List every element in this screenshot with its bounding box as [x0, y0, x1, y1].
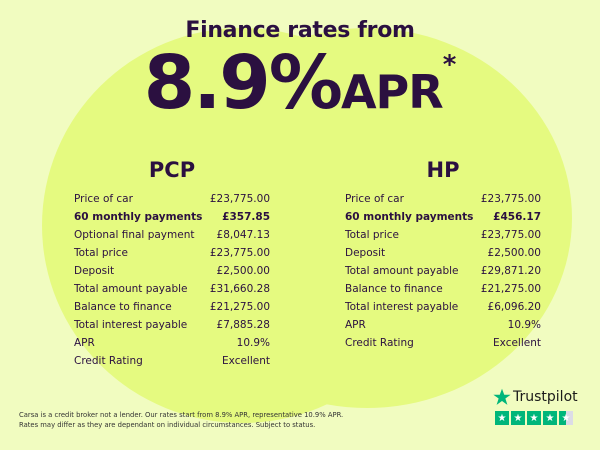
- row-value: £456.17: [493, 211, 541, 223]
- row-value: Excellent: [222, 355, 270, 367]
- row-label: Total price: [74, 247, 128, 259]
- row-label: Total amount payable: [345, 265, 459, 277]
- row-label: Credit Rating: [345, 337, 414, 349]
- rate-display: 8.9%APR*: [0, 46, 600, 120]
- table-row: Total interest payable £7,885.28: [74, 316, 270, 334]
- star-icon: ★: [527, 411, 541, 425]
- table-row: Deposit £2,500.00: [74, 262, 270, 280]
- row-value: £23,775.00: [480, 229, 541, 241]
- hp-title: HP: [426, 158, 460, 182]
- disclaimer-line: Rates may differ as they are dependant o…: [19, 421, 316, 429]
- trustpilot-badge[interactable]: Trustpilot ★ ★ ★ ★ ★: [493, 388, 578, 425]
- trustpilot-star-icon: [493, 388, 511, 405]
- star-icon: ★: [543, 411, 557, 425]
- row-label: APR: [74, 337, 95, 349]
- table-row: Total price £23,775.00: [74, 244, 270, 262]
- row-value: £23,775.00: [209, 247, 270, 259]
- row-value: 10.9%: [236, 337, 270, 349]
- row-value: £8,047.13: [216, 229, 270, 241]
- disclaimer: Carsa is a credit broker not a lender. O…: [19, 410, 343, 430]
- row-label: Optional final payment: [74, 229, 195, 241]
- row-label: Price of car: [74, 193, 133, 205]
- row-label: Balance to finance: [345, 283, 443, 295]
- row-value: £357.85: [222, 211, 270, 223]
- row-value: £7,885.28: [216, 319, 270, 331]
- rate-value: 8.9%: [143, 40, 343, 126]
- table-row: Credit Rating Excellent: [74, 352, 270, 370]
- row-value: £23,775.00: [480, 193, 541, 205]
- table-row: Total price £23,775.00: [345, 226, 541, 244]
- pcp-panel: PCP Price of car £23,775.00 60 monthly pay…: [74, 158, 270, 370]
- row-label: Credit Rating: [74, 355, 143, 367]
- star-icon: ★: [495, 411, 509, 425]
- row-label: APR: [345, 319, 366, 331]
- asterisk: *: [442, 50, 457, 80]
- hp-panel: HP Price of car £23,775.00 60 monthly paym…: [345, 158, 541, 352]
- table-row: APR 10.9%: [345, 316, 541, 334]
- table-row: Balance to finance £21,275.00: [74, 298, 270, 316]
- half-star-icon: ★: [559, 411, 573, 425]
- row-value: £23,775.00: [209, 193, 270, 205]
- table-row: Optional final payment £8,047.13: [74, 226, 270, 244]
- row-value: Excellent: [493, 337, 541, 349]
- row-label: Deposit: [74, 265, 115, 277]
- table-row: Price of car £23,775.00: [74, 190, 270, 208]
- row-value: £21,275.00: [209, 301, 270, 313]
- trustpilot-rating: ★ ★ ★ ★ ★: [495, 411, 578, 425]
- table-row: Total amount payable £31,660.28: [74, 280, 270, 298]
- table-row: 60 monthly payments £357.85: [74, 208, 270, 226]
- row-label: Balance to finance: [74, 301, 172, 313]
- table-row: Total interest payable £6,096.20: [345, 298, 541, 316]
- row-label: Total interest payable: [345, 301, 459, 313]
- row-value: £2,500.00: [487, 247, 541, 259]
- headline: Finance rates from: [185, 18, 415, 43]
- pcp-title: PCP: [148, 158, 196, 182]
- row-label: Deposit: [345, 247, 386, 259]
- table-row: 60 monthly payments £456.17: [345, 208, 541, 226]
- table-row: Credit Rating Excellent: [345, 334, 541, 352]
- row-value: £21,275.00: [480, 283, 541, 295]
- background-circle-right: [162, 28, 572, 408]
- disclaimer-line: Carsa is a credit broker not a lender. O…: [19, 411, 344, 419]
- trustpilot-name: Trustpilot: [513, 389, 578, 405]
- table-row: Deposit £2,500.00: [345, 244, 541, 262]
- row-label: Total amount payable: [74, 283, 188, 295]
- row-value: £6,096.20: [487, 301, 541, 313]
- row-label: Price of car: [345, 193, 404, 205]
- table-row: Price of car £23,775.00: [345, 190, 541, 208]
- row-label: 60 monthly payments: [345, 211, 474, 223]
- table-row: Balance to finance £21,275.00: [345, 280, 541, 298]
- table-row: APR 10.9%: [74, 334, 270, 352]
- row-value: £2,500.00: [216, 265, 270, 277]
- row-value: £29,871.20: [480, 265, 541, 277]
- rate-apr-label: APR: [340, 65, 444, 119]
- star-icon: ★: [511, 411, 525, 425]
- table-row: Total amount payable £29,871.20: [345, 262, 541, 280]
- row-value: 10.9%: [507, 319, 541, 331]
- row-value: £31,660.28: [209, 283, 270, 295]
- row-label: Total interest payable: [74, 319, 188, 331]
- row-label: Total price: [345, 229, 399, 241]
- row-label: 60 monthly payments: [74, 211, 203, 223]
